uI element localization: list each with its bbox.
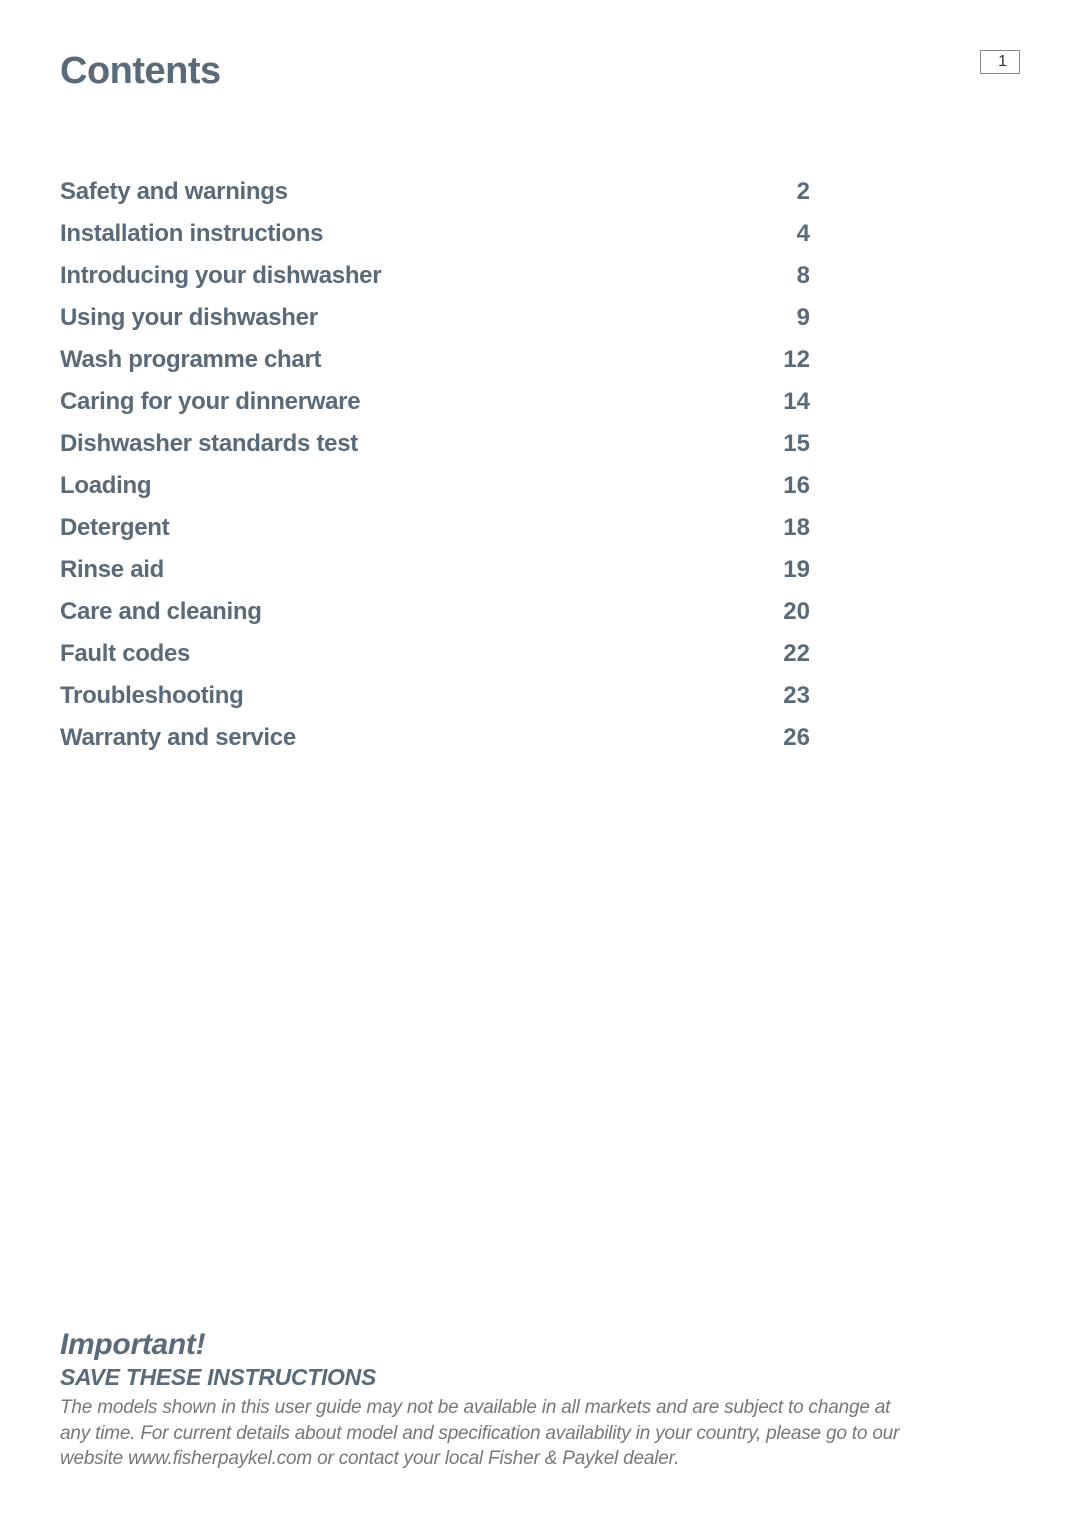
toc-page: 4 — [797, 220, 810, 248]
toc-label: Loading — [60, 472, 151, 500]
save-instructions-heading: SAVE THESE INSTRUCTIONS — [60, 1364, 910, 1391]
toc-page: 14 — [783, 388, 810, 416]
footer-note: Important! SAVE THESE INSTRUCTIONS The m… — [60, 1328, 910, 1472]
page-header: Contents 1 — [60, 50, 1020, 93]
toc-row: Wash programme chart 12 — [60, 346, 810, 374]
toc-label: Rinse aid — [60, 556, 164, 584]
toc-row: Dishwasher standards test 15 — [60, 430, 810, 458]
toc-page: 18 — [783, 514, 810, 542]
toc-page: 12 — [783, 346, 810, 374]
toc-row: Fault codes 22 — [60, 640, 810, 668]
toc-page: 22 — [783, 640, 810, 668]
toc-label: Caring for your dinnerware — [60, 388, 360, 416]
toc-row: Safety and warnings 2 — [60, 178, 810, 206]
toc-label: Fault codes — [60, 640, 190, 668]
toc-row: Rinse aid 19 — [60, 556, 810, 584]
toc-page: 9 — [797, 304, 810, 332]
toc-row: Detergent 18 — [60, 514, 810, 542]
toc-page: 19 — [783, 556, 810, 584]
toc-label: Troubleshooting — [60, 682, 243, 710]
contents-title: Contents — [60, 50, 221, 93]
toc-label: Detergent — [60, 514, 169, 542]
toc-row: Troubleshooting 23 — [60, 682, 810, 710]
toc-label: Care and cleaning — [60, 598, 262, 626]
toc-page: 15 — [783, 430, 810, 458]
toc-page: 23 — [783, 682, 810, 710]
toc-row: Loading 16 — [60, 472, 810, 500]
toc-label: Safety and warnings — [60, 178, 288, 206]
toc-row: Care and cleaning 20 — [60, 598, 810, 626]
toc-page: 26 — [783, 724, 810, 752]
page-number-box: 1 — [980, 50, 1020, 74]
toc-label: Warranty and service — [60, 724, 296, 752]
toc-row: Using your dishwasher 9 — [60, 304, 810, 332]
disclaimer-text: The models shown in this user guide may … — [60, 1395, 910, 1472]
important-heading: Important! — [60, 1328, 910, 1362]
toc-row: Installation instructions 4 — [60, 220, 810, 248]
table-of-contents: Safety and warnings 2 Installation instr… — [60, 178, 810, 752]
toc-row: Caring for your dinnerware 14 — [60, 388, 810, 416]
toc-page: 16 — [783, 472, 810, 500]
toc-row: Warranty and service 26 — [60, 724, 810, 752]
toc-label: Wash programme chart — [60, 346, 321, 374]
toc-label: Introducing your dishwasher — [60, 262, 381, 290]
toc-page: 20 — [783, 598, 810, 626]
toc-label: Using your dishwasher — [60, 304, 318, 332]
toc-label: Dishwasher standards test — [60, 430, 358, 458]
toc-page: 8 — [797, 262, 810, 290]
toc-label: Installation instructions — [60, 220, 323, 248]
toc-page: 2 — [797, 178, 810, 206]
toc-row: Introducing your dishwasher 8 — [60, 262, 810, 290]
